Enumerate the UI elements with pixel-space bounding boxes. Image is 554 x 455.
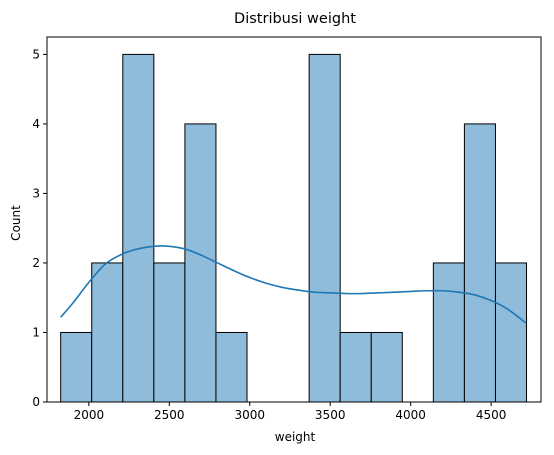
x-tick-label-2000: 2000 bbox=[74, 408, 105, 422]
y-tick-label-3: 3 bbox=[32, 186, 40, 200]
x-tick-label-3000: 3000 bbox=[234, 408, 265, 422]
x-tick-label-4500: 4500 bbox=[476, 408, 507, 422]
x-tick-label-4000: 4000 bbox=[395, 408, 426, 422]
histogram-bar-3 bbox=[153, 262, 186, 403]
plot-frame bbox=[46, 36, 542, 403]
histogram-bar-9 bbox=[339, 331, 372, 403]
histogram-bar-10 bbox=[370, 331, 403, 403]
y-axis-label: Count bbox=[9, 205, 23, 241]
histogram-bar-13 bbox=[463, 123, 496, 403]
histogram-bar-5 bbox=[215, 331, 248, 403]
kde-curve bbox=[60, 245, 528, 325]
y-tick-label-1: 1 bbox=[32, 325, 40, 339]
y-tick-label-0: 0 bbox=[32, 395, 40, 409]
histogram-bar-14 bbox=[494, 262, 528, 403]
x-tick-label-2500: 2500 bbox=[154, 408, 185, 422]
chart-title: Distribusi weight bbox=[234, 11, 356, 27]
x-axis-label: weight bbox=[275, 430, 316, 444]
histogram-bar-12 bbox=[432, 262, 465, 403]
x-tick-label-3500: 3500 bbox=[315, 408, 346, 422]
kde-layer bbox=[60, 245, 528, 325]
histogram-bar-2 bbox=[122, 53, 155, 403]
histogram-bar-8 bbox=[308, 53, 341, 403]
y-tick-label-5: 5 bbox=[32, 47, 40, 61]
histogram-bar-0 bbox=[60, 331, 93, 403]
bars-layer bbox=[60, 53, 528, 403]
histogram-bar-1 bbox=[91, 262, 124, 403]
y-tick-label-4: 4 bbox=[32, 117, 40, 131]
axes-layer: 2000 2500 3000 3500 4000 4500 0 1 2 3 4 5 bbox=[32, 36, 542, 422]
histogram-bar-4 bbox=[184, 123, 217, 403]
y-tick-label-2: 2 bbox=[32, 256, 40, 270]
